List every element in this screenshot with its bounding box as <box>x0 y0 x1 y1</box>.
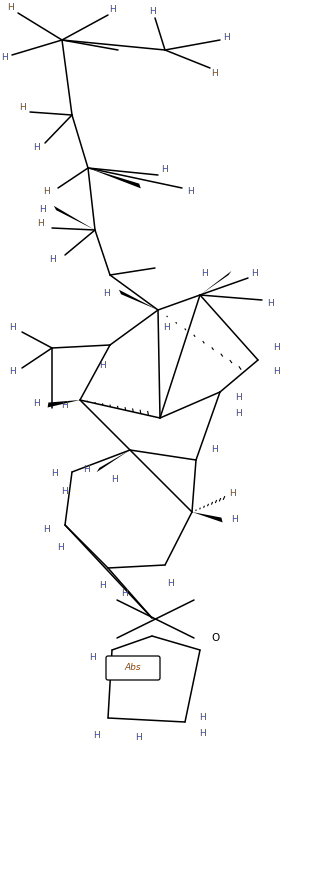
Text: H: H <box>252 268 258 277</box>
Text: H: H <box>48 254 56 263</box>
Text: H: H <box>187 188 193 196</box>
Text: H: H <box>103 289 109 298</box>
Text: H: H <box>109 4 115 13</box>
Text: Abs: Abs <box>125 664 141 673</box>
Text: H: H <box>267 298 273 308</box>
Text: O: O <box>211 633 219 643</box>
Text: H: H <box>229 489 235 498</box>
Polygon shape <box>119 289 158 310</box>
Text: H: H <box>61 488 67 496</box>
Text: H: H <box>200 730 206 738</box>
Text: H: H <box>51 469 57 479</box>
Text: H: H <box>135 733 141 743</box>
Text: H: H <box>93 731 100 740</box>
Text: H: H <box>62 401 68 410</box>
Text: H: H <box>10 323 16 332</box>
Text: H: H <box>37 218 43 227</box>
Text: H: H <box>10 367 16 376</box>
Text: H: H <box>235 410 241 418</box>
Text: H: H <box>89 653 95 662</box>
Polygon shape <box>192 512 223 523</box>
Text: H: H <box>162 165 168 174</box>
Polygon shape <box>48 400 80 408</box>
Text: H: H <box>200 712 206 722</box>
Text: H: H <box>202 269 208 279</box>
Text: H: H <box>2 53 8 62</box>
Text: H: H <box>150 6 156 16</box>
Text: H: H <box>231 516 237 524</box>
Text: H: H <box>211 69 219 79</box>
Polygon shape <box>200 271 232 295</box>
Text: H: H <box>40 205 46 215</box>
Polygon shape <box>54 206 95 230</box>
Text: H: H <box>7 4 13 12</box>
Text: H: H <box>121 588 127 597</box>
Text: H: H <box>112 475 118 484</box>
Text: H: H <box>163 324 169 332</box>
Text: H: H <box>167 579 173 588</box>
Text: H: H <box>19 103 26 112</box>
Text: H: H <box>99 360 105 369</box>
Text: H: H <box>100 581 106 590</box>
Text: H: H <box>83 466 89 474</box>
Text: H: H <box>44 525 50 534</box>
Text: H: H <box>57 543 63 552</box>
Text: H: H <box>33 144 41 153</box>
Text: H: H <box>33 398 39 408</box>
Text: H: H <box>273 344 279 353</box>
Text: H: H <box>273 367 279 376</box>
Text: H: H <box>224 32 230 41</box>
Text: H: H <box>235 393 241 402</box>
Text: H: H <box>43 187 49 196</box>
Polygon shape <box>97 450 130 472</box>
Polygon shape <box>88 168 141 189</box>
FancyBboxPatch shape <box>106 656 160 680</box>
Text: H: H <box>211 446 217 454</box>
